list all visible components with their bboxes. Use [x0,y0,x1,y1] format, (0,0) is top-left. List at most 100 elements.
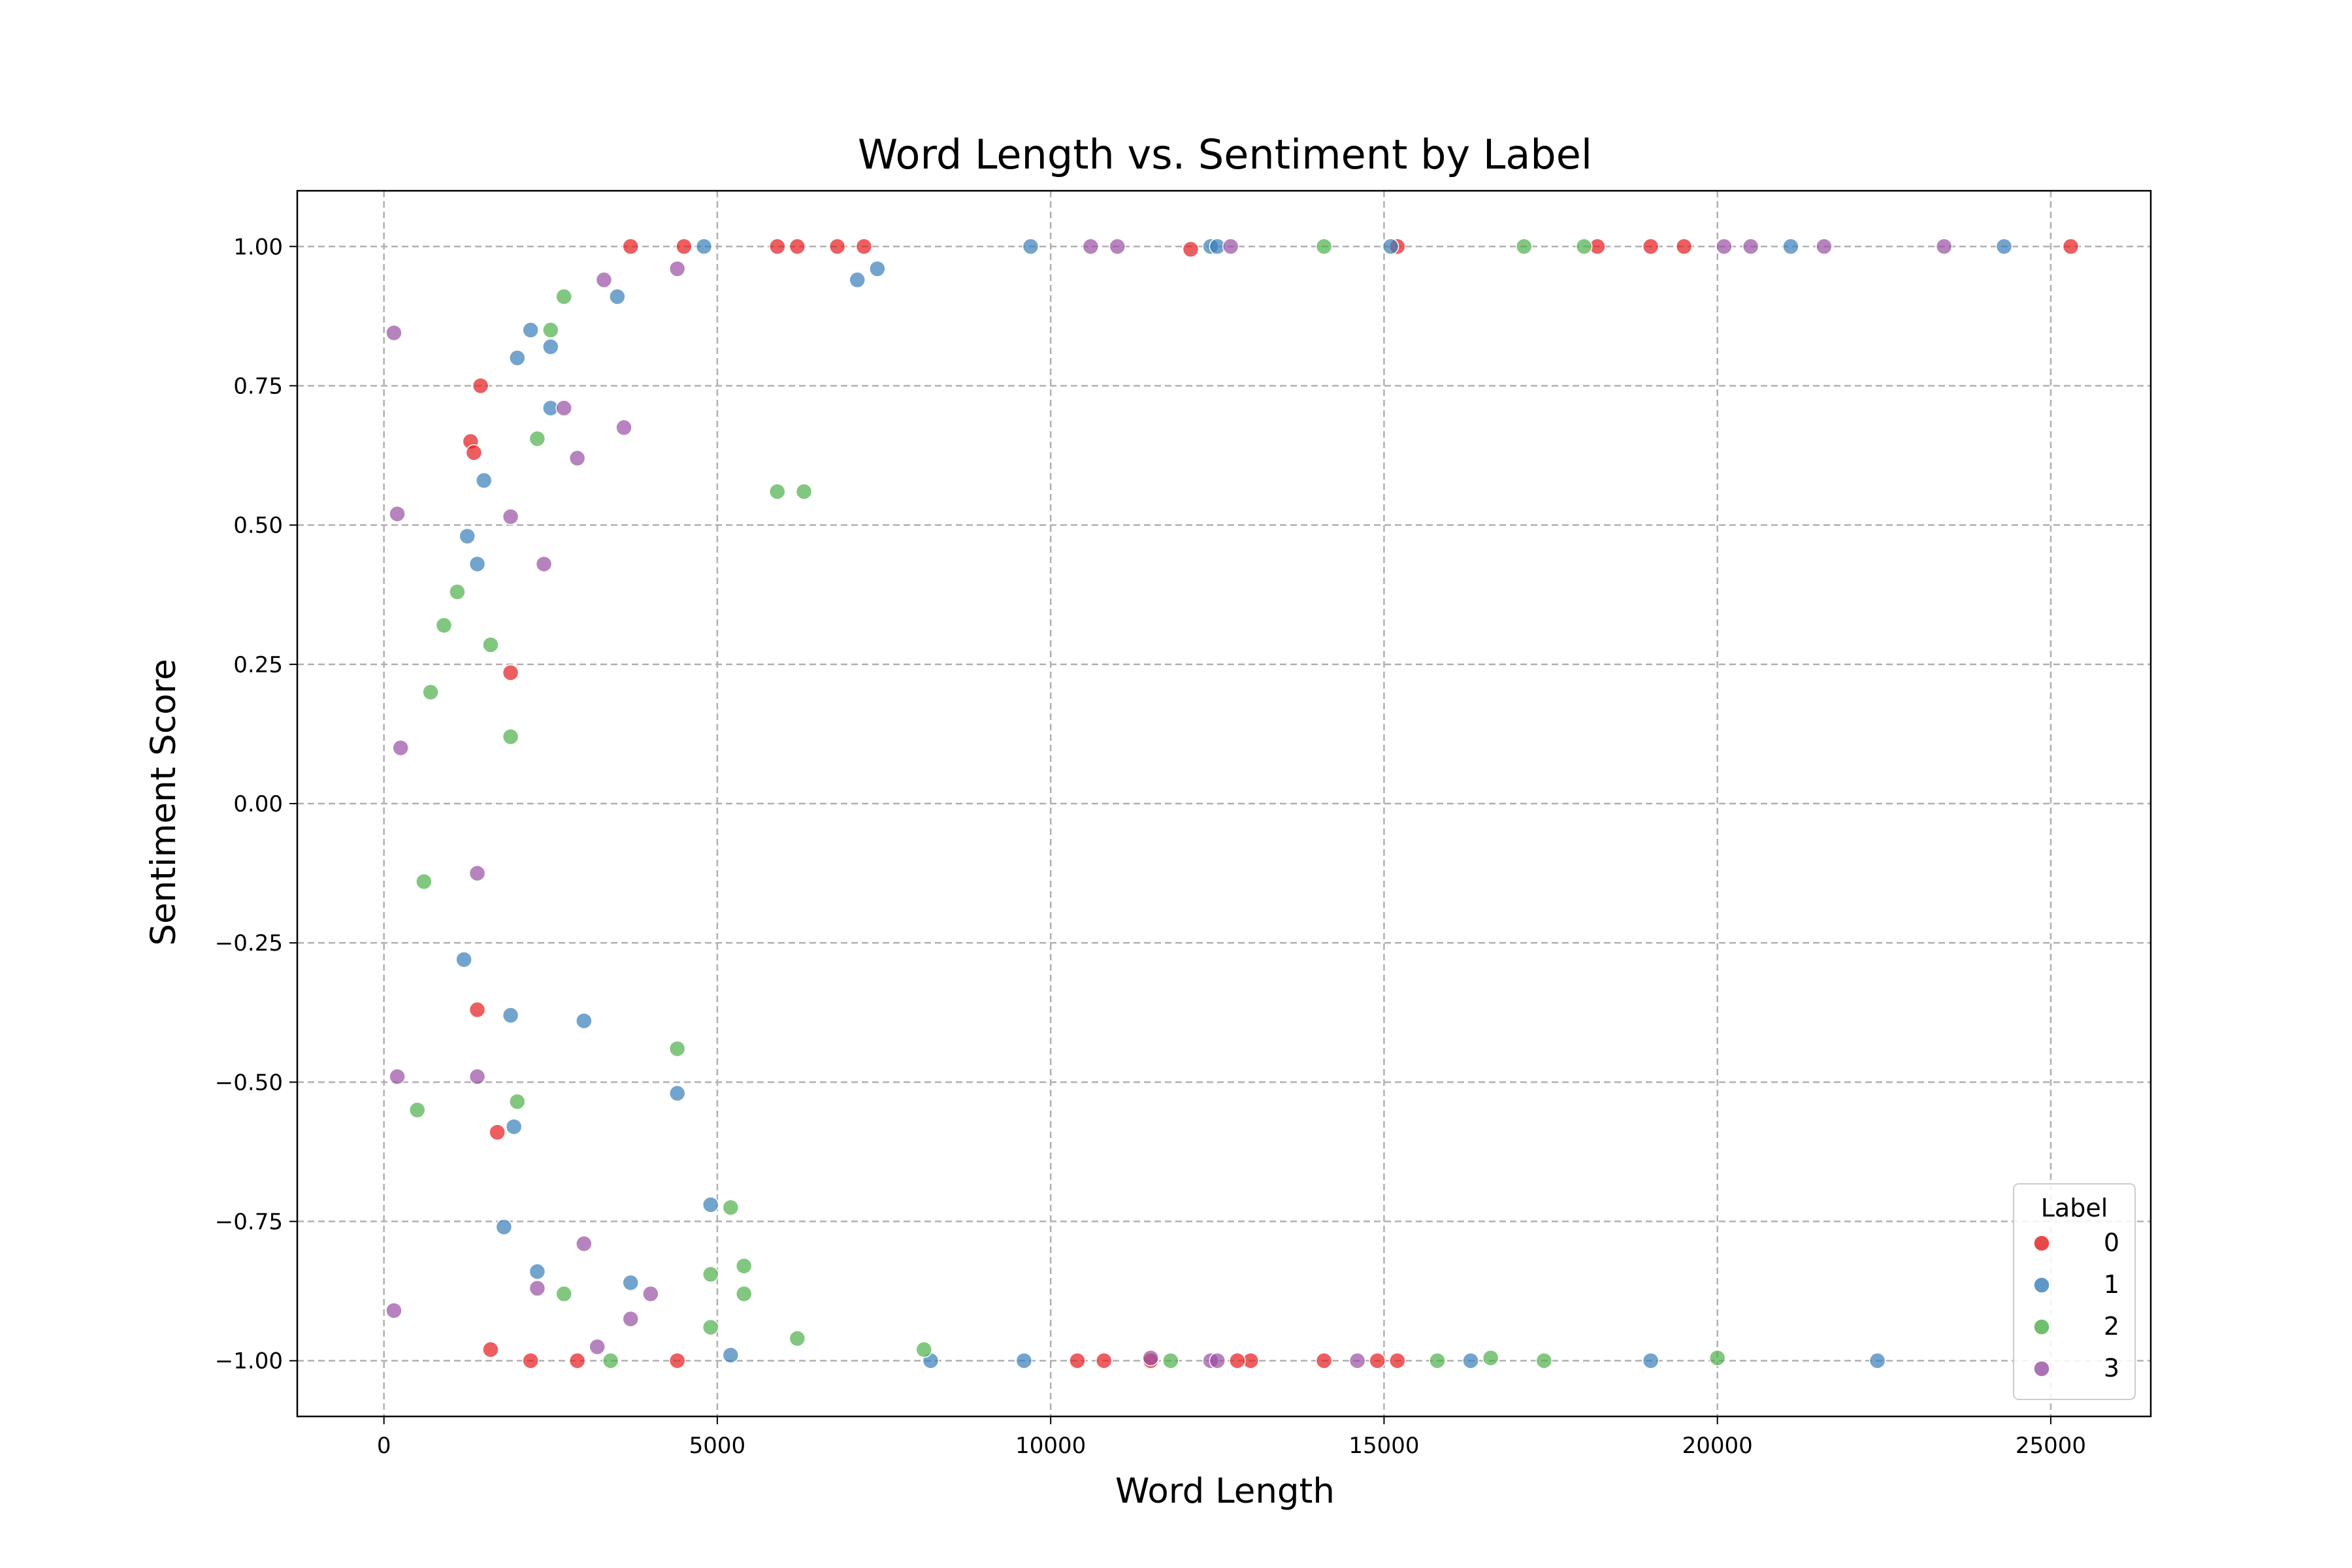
data-point [502,664,519,681]
y-tick-label: 1.00 [233,234,283,260]
y-tick-label: 0.50 [233,513,283,539]
data-point [735,1258,753,1275]
data-point [529,430,546,448]
data-point [408,1102,426,1119]
plot-area [296,189,2152,1418]
data-point [702,1318,719,1336]
series-3 [385,238,1953,1369]
data-point [1515,238,1533,255]
y-tick-label: 0.75 [233,373,283,399]
data-point [702,1196,719,1213]
y-tick-label: −1.00 [215,1348,283,1375]
data-point [542,321,559,338]
data-point [502,728,519,745]
data-point [555,399,572,417]
y-axis-title: Sentiment Score [144,659,184,945]
data-point [769,238,786,255]
data-point [789,238,806,255]
data-point [668,1040,686,1057]
data-point [1816,238,1833,255]
data-point [542,338,559,355]
data-point [668,260,686,278]
y-tick-label: −0.75 [215,1209,283,1235]
data-point [522,321,539,338]
data-point [622,238,640,255]
data-point [1389,1352,1406,1369]
data-point [555,1285,572,1303]
data-point [1869,1352,1886,1369]
data-point [392,739,409,757]
x-tick-label: 5000 [689,1433,746,1459]
data-point [449,583,466,600]
data-point [1995,238,2013,255]
data-point [855,238,873,255]
data-point [609,288,626,305]
data-point [849,271,866,289]
data-point [1642,238,1659,255]
data-point [1222,238,1239,255]
legend-label: 2 [2104,1312,2119,1341]
data-point [1229,1352,1246,1369]
legend-label: 1 [2104,1270,2119,1299]
data-point [468,1068,486,1085]
series-2 [408,238,1726,1369]
data-point [522,1352,539,1369]
data-point [1182,240,1200,258]
data-point [489,1124,506,1141]
legend-marker [2033,1235,2050,1252]
data-point [505,1118,523,1135]
data-point [502,1007,519,1024]
data-point [385,324,402,342]
data-point [1935,238,1953,255]
data-point [1575,238,1593,255]
x-tick-label: 15000 [1348,1433,1419,1459]
data-point [702,1266,719,1283]
data-point [555,288,572,305]
series-1 [455,238,2013,1369]
data-point [769,483,786,500]
data-point [795,483,813,500]
data-point [482,1341,499,1358]
data-point [568,1352,586,1369]
data-point [502,508,519,525]
data-point [529,1280,546,1297]
data-point [915,1341,933,1358]
data-point [568,449,586,467]
data-point [1209,1352,1226,1369]
data-point [1742,238,1759,255]
data-point [1642,1352,1659,1369]
data-point [472,377,489,395]
data-point [722,1199,740,1216]
data-point [589,1338,606,1356]
data-point [668,1352,686,1369]
data-point [576,1012,593,1030]
data-point [2062,238,2080,255]
data-point [828,238,846,255]
data-point [416,873,433,890]
chart-title: Word Length vs. Sentiment by Label [858,131,1592,178]
data-point [869,260,886,278]
y-tick-label: −0.50 [215,1070,283,1096]
data-point [455,951,472,968]
y-tick-label: 0.25 [233,652,283,678]
data-point [576,1235,593,1252]
data-point [482,636,499,653]
data-point [1716,238,1733,255]
data-point [1315,238,1333,255]
y-tick-label: 0.00 [233,791,283,817]
data-point [1162,1352,1179,1369]
y-tick-label: −0.25 [215,930,283,956]
data-points [385,238,2080,1369]
x-tick-label: 20000 [1682,1433,1753,1459]
data-point [1675,238,1693,255]
data-point [475,472,493,489]
data-point [1482,1349,1499,1367]
data-point [1315,1352,1333,1369]
x-tick-label: 25000 [2016,1433,2086,1459]
legend-label: 3 [2104,1354,2119,1382]
data-point [1096,1352,1113,1369]
data-point [668,1085,686,1102]
data-point [1069,1352,1086,1369]
data-point [722,1347,740,1364]
